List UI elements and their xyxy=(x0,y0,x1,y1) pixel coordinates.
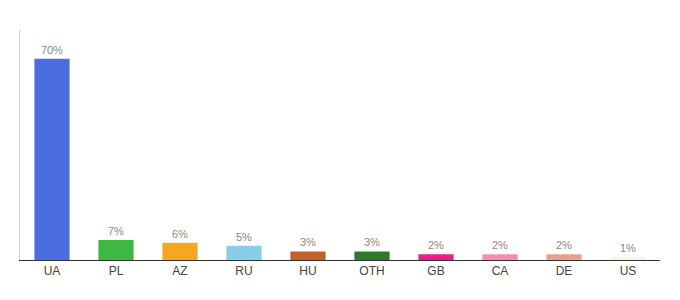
svg-text:2%: 2% xyxy=(556,239,572,251)
svg-text:RU: RU xyxy=(235,264,252,278)
svg-text:OTH: OTH xyxy=(359,264,384,278)
svg-text:7%: 7% xyxy=(108,225,124,237)
svg-text:AZ: AZ xyxy=(172,264,187,278)
svg-text:6%: 6% xyxy=(172,228,188,240)
svg-text:2%: 2% xyxy=(428,239,444,251)
svg-text:CA: CA xyxy=(492,264,509,278)
svg-text:3%: 3% xyxy=(300,236,316,248)
svg-text:US: US xyxy=(620,264,637,278)
svg-text:2%: 2% xyxy=(492,239,508,251)
svg-text:HU: HU xyxy=(299,264,316,278)
svg-text:3%: 3% xyxy=(364,236,380,248)
svg-text:DE: DE xyxy=(556,264,573,278)
svg-text:5%: 5% xyxy=(236,231,252,243)
svg-text:GB: GB xyxy=(427,264,444,278)
svg-text:UA: UA xyxy=(44,264,61,278)
svg-text:PL: PL xyxy=(109,264,124,278)
svg-text:70%: 70% xyxy=(41,44,63,56)
svg-text:1%: 1% xyxy=(620,242,636,254)
